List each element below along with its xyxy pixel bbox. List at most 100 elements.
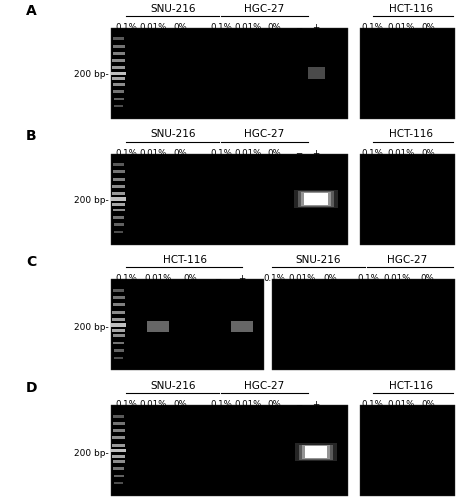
Bar [110,280,264,371]
Text: HCT-116: HCT-116 [389,380,433,390]
Bar [111,73,127,76]
Text: 0%: 0% [268,23,282,32]
Text: 0%: 0% [268,148,282,157]
Bar [112,436,125,439]
Bar [110,29,347,120]
Text: −: − [295,148,302,157]
Text: +: + [238,274,245,283]
Text: 0.1%: 0.1% [115,23,137,32]
Bar [272,280,455,371]
Text: 0%: 0% [420,274,434,283]
Text: 200 bp-: 200 bp- [74,323,109,332]
Text: 0%: 0% [323,274,337,283]
Bar [113,460,125,463]
Text: 0.01%: 0.01% [139,148,167,157]
Bar [112,329,126,332]
Bar [308,68,325,80]
Text: HCT-116: HCT-116 [389,4,433,14]
Bar [360,29,455,120]
Bar [112,454,126,457]
Text: HGC-27: HGC-27 [244,380,284,390]
Bar [112,444,126,447]
Text: 0.1%: 0.1% [210,23,232,32]
Bar [114,106,123,108]
Bar [112,193,126,196]
Text: HGC-27: HGC-27 [244,4,284,14]
Text: 0.01%: 0.01% [387,148,414,157]
Text: 0%: 0% [421,399,435,408]
Text: 200 bp-: 200 bp- [74,448,109,457]
Bar [112,204,126,206]
Text: HGC-27: HGC-27 [244,129,284,139]
Bar [111,324,127,327]
Text: 0.1%: 0.1% [263,274,285,283]
Bar [114,231,123,233]
Text: 0%: 0% [268,399,282,408]
Bar [113,335,125,337]
Bar [113,297,125,300]
Bar [113,46,125,49]
Bar [113,38,124,41]
Bar [301,193,331,206]
Text: 0.01%: 0.01% [139,399,167,408]
Bar [360,154,455,245]
Text: SNU-216: SNU-216 [150,4,196,14]
Text: 0.01%: 0.01% [288,274,316,283]
Bar [111,449,127,452]
Text: 0.01%: 0.01% [145,274,172,283]
Text: HCT-116: HCT-116 [389,129,433,139]
Bar [114,482,123,484]
Bar [299,445,333,460]
Bar [147,322,169,332]
Bar [113,429,125,432]
Text: 0%: 0% [421,23,435,32]
Bar [114,475,124,477]
Text: B: B [26,129,36,143]
Text: −: − [295,399,302,408]
Text: 0.1%: 0.1% [115,148,137,157]
Text: +: + [312,399,320,408]
Text: HGC-27: HGC-27 [387,255,427,265]
Text: 0%: 0% [173,399,187,408]
Bar [114,99,124,101]
Text: 0.01%: 0.01% [234,148,261,157]
Text: 200 bp-: 200 bp- [74,70,109,79]
Text: 0.01%: 0.01% [234,23,261,32]
Text: 0.1%: 0.1% [210,148,232,157]
Text: 0.1%: 0.1% [362,23,383,32]
Bar [113,178,125,181]
Text: +: + [312,23,320,32]
Text: D: D [26,380,37,394]
Bar [113,91,124,94]
Text: 0%: 0% [421,148,435,157]
Bar [113,422,125,425]
Bar [113,164,124,167]
Text: 0.01%: 0.01% [387,399,414,408]
Bar [110,405,347,496]
Text: 0.1%: 0.1% [115,274,137,283]
Bar [113,53,125,56]
Bar [294,191,338,209]
Bar [110,154,347,245]
Bar [112,318,126,321]
Bar [114,349,124,352]
Bar [113,289,124,292]
Bar [360,405,455,496]
Text: 200 bp-: 200 bp- [74,195,109,204]
Text: 0.01%: 0.01% [383,274,410,283]
Text: −: − [214,274,221,283]
Text: SNU-216: SNU-216 [295,255,341,265]
Text: 0.01%: 0.01% [234,399,261,408]
Text: 0.1%: 0.1% [357,274,380,283]
Text: 0.1%: 0.1% [362,399,383,408]
Text: SNU-216: SNU-216 [150,380,196,390]
Text: −: − [295,23,302,32]
Bar [113,84,125,87]
Text: +: + [312,148,320,157]
Bar [299,192,334,207]
Bar [113,304,125,307]
Text: 0%: 0% [173,23,187,32]
Text: HCT-116: HCT-116 [163,255,207,265]
Bar [112,185,125,188]
Bar [114,357,123,359]
